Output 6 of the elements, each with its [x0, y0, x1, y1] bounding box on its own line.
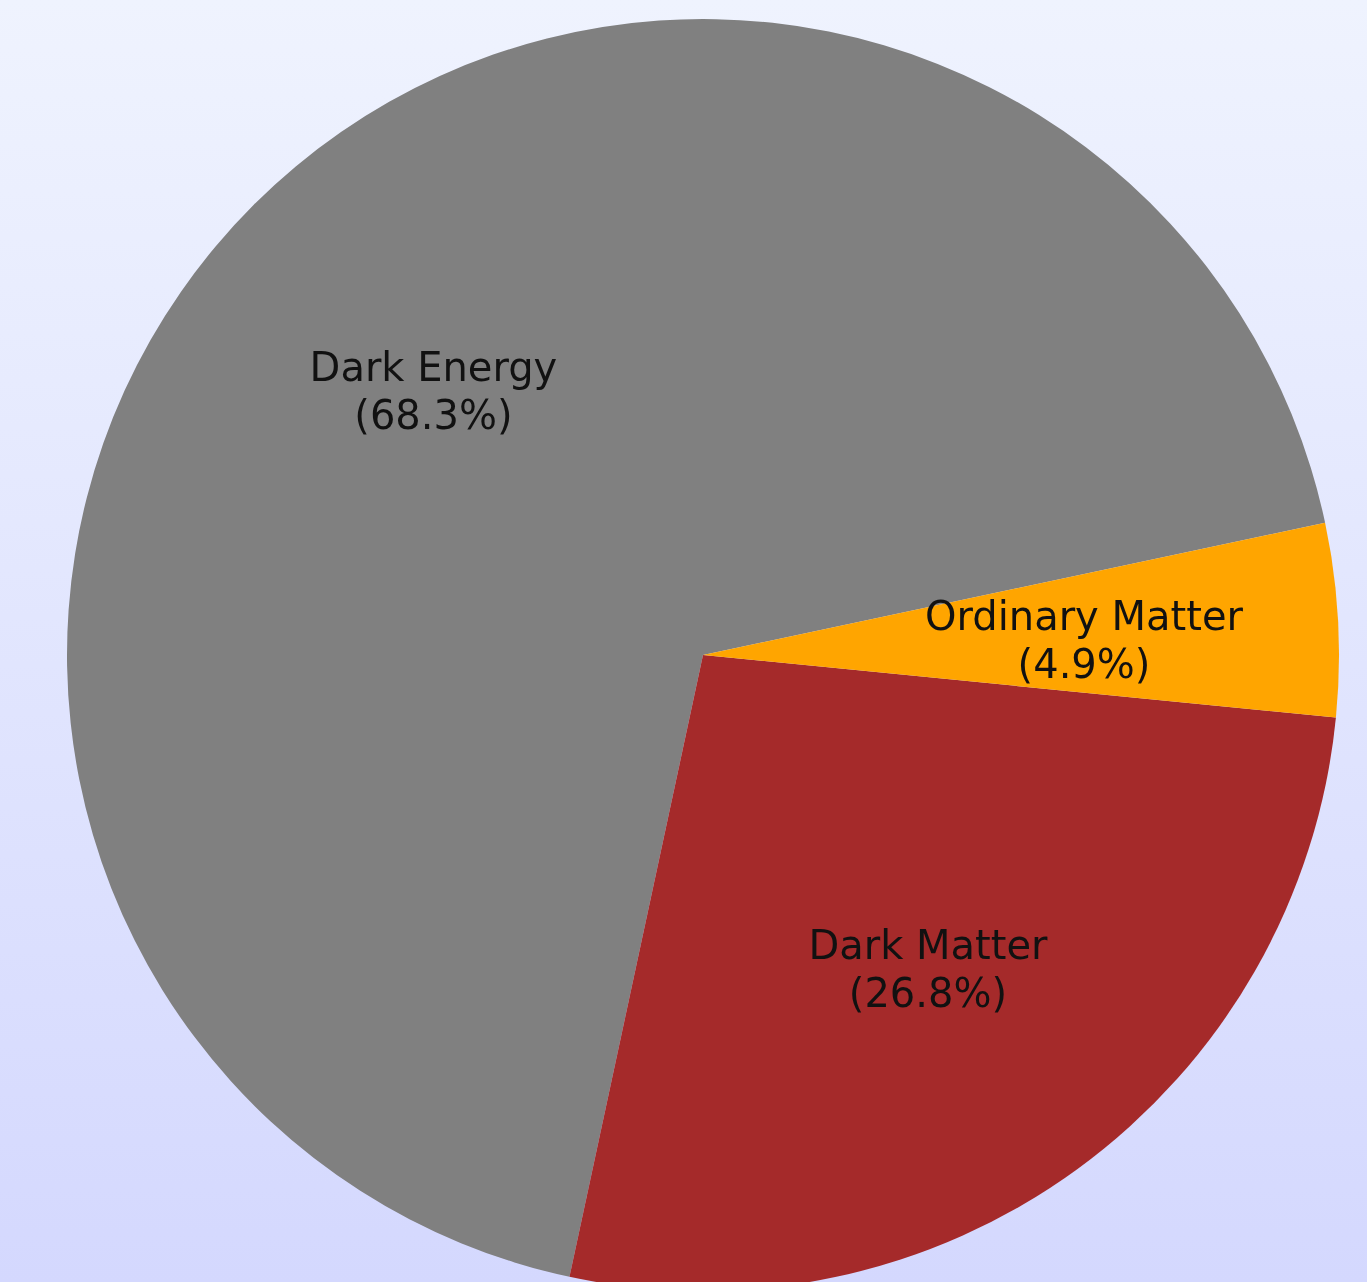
slice-label: Dark Matter — [808, 922, 1049, 969]
data-label: (68.3%) — [354, 391, 513, 438]
slice-label: Ordinary Matter — [925, 592, 1244, 639]
slice-label: Dark Energy — [309, 343, 558, 390]
data-label: (26.8%) — [848, 970, 1008, 1017]
data-label: (4.9%) — [1017, 640, 1151, 687]
